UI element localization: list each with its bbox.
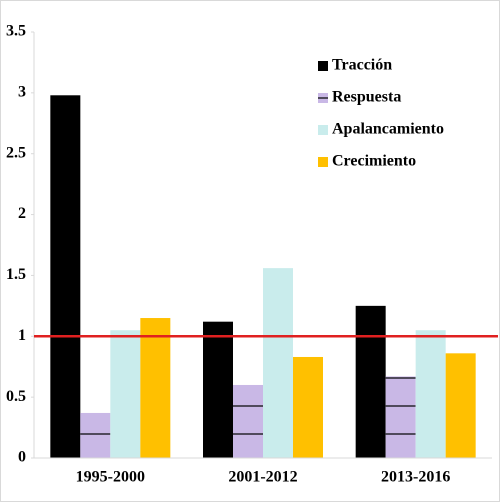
y-tick-label: 1.5 (6, 266, 26, 283)
bar (50, 95, 81, 458)
bar (385, 376, 416, 458)
bar (263, 268, 293, 458)
legend-label: Apalancamiento (332, 121, 444, 138)
bar (80, 412, 111, 458)
y-tick-label: 2.5 (6, 144, 26, 161)
bar (140, 318, 171, 458)
legend-label: Crecimiento (332, 153, 416, 170)
y-tick-label: 3 (18, 84, 26, 101)
y-tick-label: 2 (18, 205, 26, 222)
x-tick-label: 2001-2012 (228, 469, 297, 486)
y-tick-label: 0 (18, 449, 26, 466)
legend-swatch (318, 125, 328, 135)
bar (355, 305, 386, 458)
x-tick-label: 1995-2000 (76, 469, 145, 486)
legend-swatch (318, 157, 328, 167)
bar (293, 356, 323, 458)
bar (203, 321, 233, 458)
legend-label: Respuesta (332, 89, 401, 106)
legend-swatch (318, 61, 328, 71)
bar (110, 330, 141, 458)
legend-label: Tracción (332, 57, 392, 74)
y-tick-label: 1 (18, 327, 26, 344)
bar (233, 384, 263, 458)
y-tick-label: 0.5 (6, 388, 26, 405)
legend-swatch (318, 93, 328, 103)
x-tick-label: 2013-2016 (381, 469, 450, 486)
bar (415, 330, 446, 458)
y-tick-label: 3.5 (6, 23, 26, 40)
bar (445, 353, 476, 458)
